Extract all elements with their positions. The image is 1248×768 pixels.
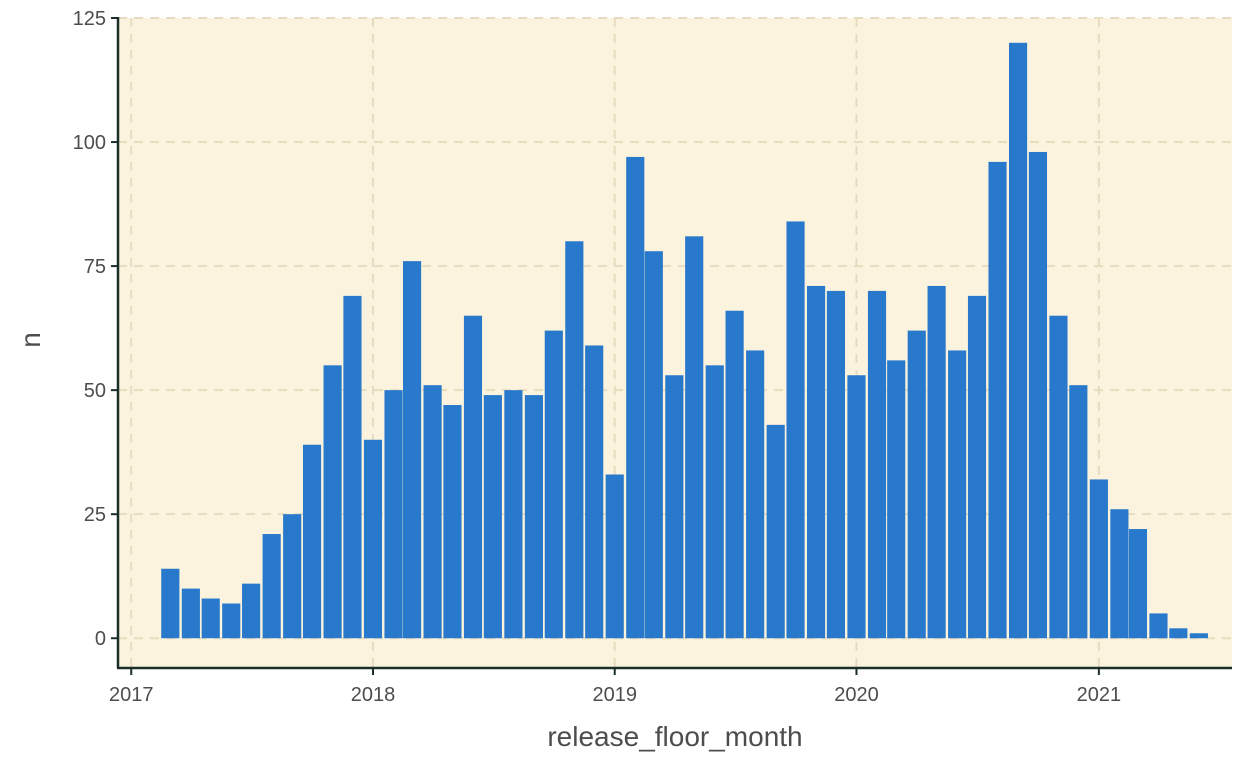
y-tick-label: 125	[73, 8, 106, 30]
bar-2018-12	[585, 345, 604, 639]
y-tick-label: 50	[84, 380, 106, 402]
bar-2020-06	[948, 350, 967, 639]
bar-2020-04	[907, 330, 926, 639]
bar-2019-05	[685, 236, 704, 639]
x-tick-label: 2018	[351, 684, 396, 706]
bar-2017-10	[302, 444, 322, 639]
bar-2017-04	[181, 588, 200, 639]
bar-2021-05	[1169, 628, 1188, 639]
bar-2019-04	[665, 375, 684, 639]
bar-2019-06	[705, 365, 724, 639]
bar-2020-01	[847, 375, 866, 639]
x-tick-label: 2017	[109, 684, 154, 706]
bar-2018-01	[363, 439, 383, 639]
bar-2017-11	[323, 365, 342, 639]
bar-2018-11	[565, 241, 584, 639]
bar-2018-03	[402, 261, 422, 639]
bar-2020-08	[988, 161, 1007, 639]
bar-2018-02	[384, 390, 403, 639]
x-tick-label: 2020	[834, 684, 879, 706]
bar-2017-07	[242, 583, 261, 639]
bar-2021-02	[1110, 509, 1129, 639]
bar-2017-05	[201, 598, 220, 639]
y-tick-label: 25	[84, 504, 106, 526]
y-axis-title: n	[15, 332, 46, 348]
bar-2020-11	[1049, 315, 1068, 639]
y-tick-label: 100	[73, 132, 106, 154]
bar-2021-03	[1128, 529, 1148, 639]
bar-2020-02	[867, 290, 887, 639]
bar-2020-12	[1069, 385, 1088, 639]
bar-2018-04	[423, 385, 442, 639]
x-tick-label: 2021	[1077, 684, 1122, 706]
bar-2017-08	[262, 534, 281, 639]
bar-2018-07	[483, 395, 502, 639]
x-axis-title: release_floor_month	[547, 721, 802, 752]
bar-2019-01	[605, 474, 624, 639]
bar-2020-09	[1009, 42, 1028, 639]
bar-2017-12	[343, 295, 362, 639]
bar-2020-05	[927, 285, 946, 639]
bar-2021-06	[1189, 633, 1208, 639]
bar-2019-03	[644, 251, 663, 639]
bar-2021-04	[1149, 613, 1168, 639]
bar-2019-08	[746, 350, 765, 639]
bar-2020-03	[887, 360, 906, 639]
bar-2019-11	[807, 285, 826, 639]
bar-2019-02	[626, 156, 645, 639]
axes	[116, 17, 1232, 670]
bar-2019-12	[826, 290, 846, 639]
bar-2018-06	[463, 315, 483, 639]
y-tick-label: 0	[95, 628, 106, 650]
bar-2019-07	[725, 310, 744, 639]
bar-2017-06	[222, 603, 241, 639]
bar-2020-10	[1028, 151, 1048, 639]
y-tick-label: 75	[84, 256, 106, 278]
bar-2018-09	[524, 395, 543, 639]
bar-2019-09	[766, 424, 785, 639]
y-ticks: 0 25 50 75 100 125	[73, 8, 118, 650]
bar-2017-09	[283, 514, 302, 639]
x-tick-label: 2019	[592, 684, 637, 706]
bar-2021-01	[1089, 479, 1108, 639]
bar-2018-08	[504, 390, 523, 639]
x-ticks: 2017 2018 2019 2020 2021	[109, 668, 1121, 706]
bar-2017-03	[161, 568, 180, 639]
bar-2019-10	[786, 221, 805, 639]
bars	[161, 42, 1208, 639]
bar-2020-07	[967, 295, 987, 639]
bar-2018-10	[544, 330, 563, 639]
bar-2018-05	[443, 405, 462, 639]
